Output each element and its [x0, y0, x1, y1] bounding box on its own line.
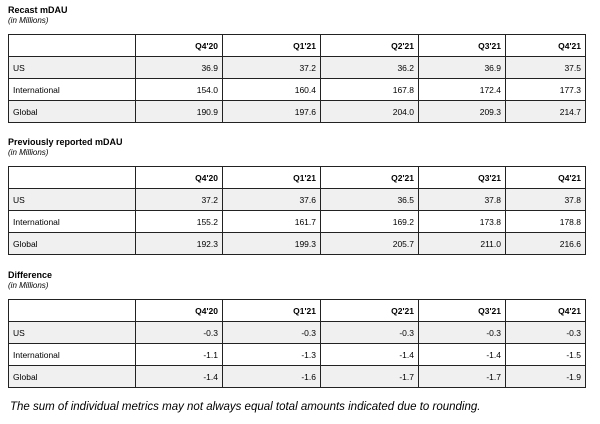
header-cell — [8, 34, 136, 57]
cell: -0.3 — [320, 321, 419, 344]
cell: 173.8 — [418, 210, 506, 233]
header-row: Q4'20 Q1'21 Q2'21 Q3'21 Q4'21 — [8, 34, 586, 57]
table-section: Difference (in Millions) Q4'20 Q1'21 Q2'21 Q3… — [8, 270, 586, 388]
header-cell: Q4'20 — [135, 166, 223, 189]
cell: 209.3 — [418, 100, 506, 123]
cell: 37.2 — [135, 188, 223, 211]
cell: 216.6 — [505, 232, 586, 255]
header-cell: Q4'20 — [135, 34, 223, 57]
data-row: US -0.3 -0.3 -0.3 -0.3 -0.3 — [8, 321, 586, 344]
cell: 214.7 — [505, 100, 586, 123]
data-row: Global -1.4 -1.6 -1.7 -1.7 -1.9 — [8, 365, 586, 388]
header-cell: Q3'21 — [418, 166, 506, 189]
row-label: Global — [8, 365, 136, 388]
cell: 154.0 — [135, 78, 223, 101]
cell: -0.3 — [418, 321, 506, 344]
table-section: Recast mDAU (in Millions) Q4'20 Q1'21 Q2'21 Q… — [8, 5, 586, 123]
cell: 205.7 — [320, 232, 419, 255]
cell: -1.4 — [418, 343, 506, 366]
section-subtitle: (in Millions) — [8, 148, 49, 157]
cell: 211.0 — [418, 232, 506, 255]
cell: 155.2 — [135, 210, 223, 233]
section-title: Recast mDAU — [8, 5, 68, 15]
row-label: International — [8, 78, 136, 101]
cell: 37.2 — [222, 56, 321, 79]
cell: 190.9 — [135, 100, 223, 123]
cell: -1.6 — [222, 365, 321, 388]
cell: -0.3 — [505, 321, 586, 344]
row-label: US — [8, 188, 136, 211]
cell: 169.2 — [320, 210, 419, 233]
data-row: US 37.2 37.6 36.5 37.8 37.8 — [8, 188, 586, 211]
cell: -1.7 — [418, 365, 506, 388]
data-row: US 36.9 37.2 36.2 36.9 37.5 — [8, 56, 586, 79]
cell: -1.3 — [222, 343, 321, 366]
header-cell: Q1'21 — [222, 299, 321, 322]
cell: 36.5 — [320, 188, 419, 211]
data-table: Q4'20 Q1'21 Q2'21 Q3'21 Q4'21 US 37.2 37.6 36.5 3… — [8, 166, 586, 255]
row-label: US — [8, 321, 136, 344]
cell: 36.9 — [418, 56, 506, 79]
header-cell: Q2'21 — [320, 299, 419, 322]
cell: 160.4 — [222, 78, 321, 101]
data-row: International -1.1 -1.3 -1.4 -1.4 -1.5 — [8, 343, 586, 366]
row-label: Global — [8, 232, 136, 255]
row-label: International — [8, 343, 136, 366]
header-cell — [8, 166, 136, 189]
row-label: International — [8, 210, 136, 233]
data-row: Global 190.9 197.6 204.0 209.3 214.7 — [8, 100, 586, 123]
section-subtitle: (in Millions) — [8, 16, 49, 25]
table-section: Previously reported mDAU (in Millions) Q4'… — [8, 137, 586, 255]
header-cell: Q1'21 — [222, 34, 321, 57]
cell: -1.1 — [135, 343, 223, 366]
cell: 167.8 — [320, 78, 419, 101]
header-cell: Q1'21 — [222, 166, 321, 189]
section-title: Difference — [8, 270, 53, 280]
data-row: International 155.2 161.7 169.2 173.8 178.8 — [8, 210, 586, 233]
data-row: Global 192.3 199.3 205.7 211.0 216.6 — [8, 232, 586, 255]
cell: 161.7 — [222, 210, 321, 233]
cell: 37.8 — [505, 188, 586, 211]
cell: 199.3 — [222, 232, 321, 255]
cell: 172.4 — [418, 78, 506, 101]
header-cell: Q2'21 — [320, 34, 419, 57]
cell: -1.5 — [505, 343, 586, 366]
cell: -1.4 — [135, 365, 223, 388]
header-cell: Q4'21 — [505, 34, 586, 57]
cell: -1.9 — [505, 365, 586, 388]
header-row: Q4'20 Q1'21 Q2'21 Q3'21 Q4'21 — [8, 299, 586, 322]
row-label: US — [8, 56, 136, 79]
header-cell — [8, 299, 136, 322]
cell: 177.3 — [505, 78, 586, 101]
cell: -0.3 — [135, 321, 223, 344]
cell: -1.4 — [320, 343, 419, 366]
cell: 192.3 — [135, 232, 223, 255]
cell: 197.6 — [222, 100, 321, 123]
row-label: Global — [8, 100, 136, 123]
data-table: Q4'20 Q1'21 Q2'21 Q3'21 Q4'21 US -0.3 -0.3 -0.3-… — [8, 299, 586, 388]
footnote: The sum of individual metrics may not al… — [10, 401, 481, 413]
cell: 204.0 — [320, 100, 419, 123]
cell: 37.6 — [222, 188, 321, 211]
header-cell: Q4'21 — [505, 299, 586, 322]
header-cell: Q3'21 — [418, 34, 506, 57]
data-row: International 154.0 160.4 167.8 172.4 177.3 — [8, 78, 586, 101]
cell: 36.2 — [320, 56, 419, 79]
cell: -1.7 — [320, 365, 419, 388]
cell: 178.8 — [505, 210, 586, 233]
header-cell: Q2'21 — [320, 166, 419, 189]
cell: 36.9 — [135, 56, 223, 79]
section-subtitle: (in Millions) — [8, 281, 49, 290]
cell: 37.5 — [505, 56, 586, 79]
cell: -0.3 — [222, 321, 321, 344]
header-cell: Q4'20 — [135, 299, 223, 322]
header-cell: Q3'21 — [418, 299, 506, 322]
header-cell: Q4'21 — [505, 166, 586, 189]
section-title: Previously reported mDAU — [8, 137, 123, 147]
cell: 37.8 — [418, 188, 506, 211]
data-table: Q4'20 Q1'21 Q2'21 Q3'21 Q4'21 US 36.9 37.2 36.2 3… — [8, 34, 586, 123]
header-row: Q4'20 Q1'21 Q2'21 Q3'21 Q4'21 — [8, 166, 586, 189]
